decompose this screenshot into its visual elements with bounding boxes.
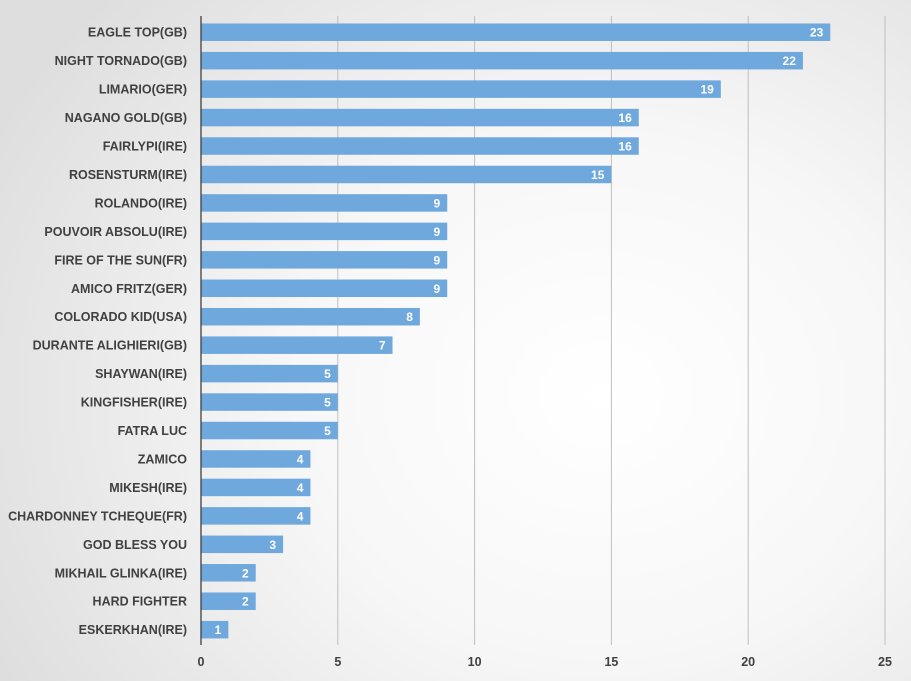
category-label-18: GOD BLESS YOU xyxy=(83,538,187,552)
data-label-19: 2 xyxy=(242,566,249,580)
x-tick-label-2: 10 xyxy=(468,655,482,669)
data-label-1: 22 xyxy=(783,54,797,68)
bar-11[interactable] xyxy=(201,336,393,354)
category-label-4: FAIRLYPI(IRE) xyxy=(103,140,187,154)
data-label-0: 23 xyxy=(810,26,824,40)
category-label-2: LIMARIO(GER) xyxy=(99,83,187,97)
bar-8[interactable] xyxy=(201,251,448,269)
bar-12[interactable] xyxy=(201,364,338,383)
data-label-11: 7 xyxy=(379,339,386,353)
bar-17[interactable] xyxy=(201,507,311,525)
data-label-15: 4 xyxy=(297,452,304,466)
bar-0[interactable] xyxy=(201,23,831,41)
category-label-21: ESKERKHAN(IRE) xyxy=(79,623,187,637)
bar-13[interactable] xyxy=(201,393,338,411)
data-label-3: 16 xyxy=(618,111,632,125)
bar-19[interactable] xyxy=(201,564,256,582)
category-label-1: NIGHT TORNADO(GB) xyxy=(55,54,187,68)
category-label-16: MIKESH(IRE) xyxy=(109,481,187,495)
category-label-12: SHAYWAN(IRE) xyxy=(95,367,187,381)
bar-2[interactable] xyxy=(201,80,721,98)
category-label-17: CHARDONNEY TCHEQUE(FR) xyxy=(8,509,187,523)
data-label-4: 16 xyxy=(618,140,632,154)
data-label-10: 8 xyxy=(406,310,413,324)
bar-6[interactable] xyxy=(201,194,448,212)
data-label-7: 9 xyxy=(434,225,441,239)
bar-9[interactable] xyxy=(201,279,448,298)
x-tick-label-1: 5 xyxy=(334,655,341,669)
category-label-6: ROLANDO(IRE) xyxy=(95,196,187,210)
data-label-17: 4 xyxy=(297,509,304,523)
bar-10[interactable] xyxy=(201,307,420,326)
x-tick-label-3: 15 xyxy=(604,655,618,669)
data-label-13: 5 xyxy=(324,396,331,410)
data-label-14: 5 xyxy=(324,424,331,438)
category-label-0: EAGLE TOP(GB) xyxy=(88,26,187,40)
data-label-12: 5 xyxy=(324,367,331,381)
bar-4[interactable] xyxy=(201,137,639,155)
bar-5[interactable] xyxy=(201,165,612,184)
bar-3[interactable] xyxy=(201,108,639,127)
data-label-5: 15 xyxy=(591,168,605,182)
bar-20[interactable] xyxy=(201,592,256,610)
data-label-20: 2 xyxy=(242,595,249,609)
category-label-14: FATRA LUC xyxy=(118,424,187,438)
category-label-7: POUVOIR ABSOLU(IRE) xyxy=(44,225,187,239)
category-label-8: FIRE OF THE SUN(FR) xyxy=(54,253,187,267)
x-tick-label-0: 0 xyxy=(198,655,205,669)
category-label-19: MIKHAIL GLINKA(IRE) xyxy=(55,566,187,580)
category-label-11: DURANTE ALIGHIERI(GB) xyxy=(33,339,187,353)
category-label-20: HARD FIGHTER xyxy=(93,595,187,609)
bar-14[interactable] xyxy=(201,421,338,440)
data-label-18: 3 xyxy=(269,538,276,552)
bar-21[interactable] xyxy=(201,620,229,639)
category-label-5: ROSENSTURM(IRE) xyxy=(69,168,187,182)
data-label-2: 19 xyxy=(700,83,714,97)
category-label-3: NAGANO GOLD(GB) xyxy=(65,111,187,125)
category-label-10: COLORADO KID(USA) xyxy=(54,310,187,324)
bar-15[interactable] xyxy=(201,450,311,468)
data-label-9: 9 xyxy=(434,282,441,296)
bar-18[interactable] xyxy=(201,535,284,554)
data-label-6: 9 xyxy=(434,196,441,210)
x-tick-label-5: 25 xyxy=(878,655,892,669)
category-label-9: AMICO FRITZ(GER) xyxy=(71,282,187,296)
category-label-15: ZAMICO xyxy=(138,452,188,466)
bar-16[interactable] xyxy=(201,478,311,497)
data-label-21: 1 xyxy=(215,623,222,637)
bar-1[interactable] xyxy=(201,51,803,70)
x-tick-label-4: 20 xyxy=(741,655,755,669)
category-label-13: KINGFISHER(IRE) xyxy=(81,396,187,410)
bar-7[interactable] xyxy=(201,222,448,241)
data-label-8: 9 xyxy=(434,253,441,267)
data-label-16: 4 xyxy=(297,481,304,495)
